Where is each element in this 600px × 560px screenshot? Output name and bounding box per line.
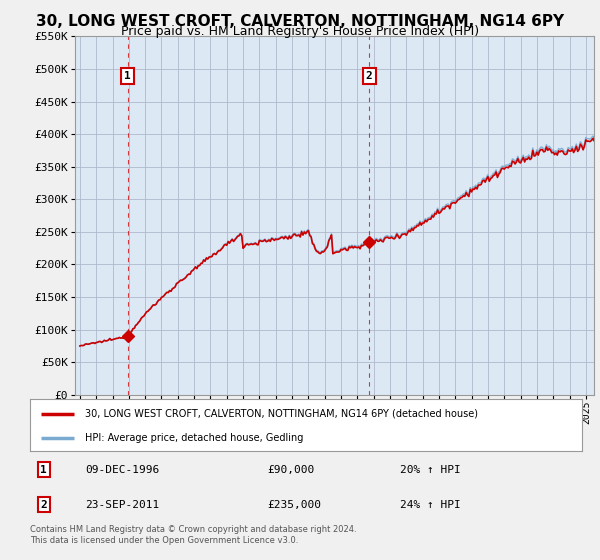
- Text: £235,000: £235,000: [268, 500, 322, 510]
- Text: 09-DEC-1996: 09-DEC-1996: [85, 465, 160, 475]
- Text: 24% ↑ HPI: 24% ↑ HPI: [400, 500, 461, 510]
- Text: 2: 2: [366, 71, 373, 81]
- Text: HPI: Average price, detached house, Gedling: HPI: Average price, detached house, Gedl…: [85, 433, 304, 443]
- Text: 20% ↑ HPI: 20% ↑ HPI: [400, 465, 461, 475]
- Text: £90,000: £90,000: [268, 465, 314, 475]
- Text: Contains HM Land Registry data © Crown copyright and database right 2024.
This d: Contains HM Land Registry data © Crown c…: [30, 525, 356, 545]
- Text: 30, LONG WEST CROFT, CALVERTON, NOTTINGHAM, NG14 6PY: 30, LONG WEST CROFT, CALVERTON, NOTTINGH…: [36, 14, 564, 29]
- Text: 1: 1: [40, 465, 47, 475]
- Text: 1: 1: [124, 71, 131, 81]
- Text: Price paid vs. HM Land Registry's House Price Index (HPI): Price paid vs. HM Land Registry's House …: [121, 25, 479, 38]
- Text: 23-SEP-2011: 23-SEP-2011: [85, 500, 160, 510]
- Text: 30, LONG WEST CROFT, CALVERTON, NOTTINGHAM, NG14 6PY (detached house): 30, LONG WEST CROFT, CALVERTON, NOTTINGH…: [85, 409, 478, 419]
- Text: 2: 2: [40, 500, 47, 510]
